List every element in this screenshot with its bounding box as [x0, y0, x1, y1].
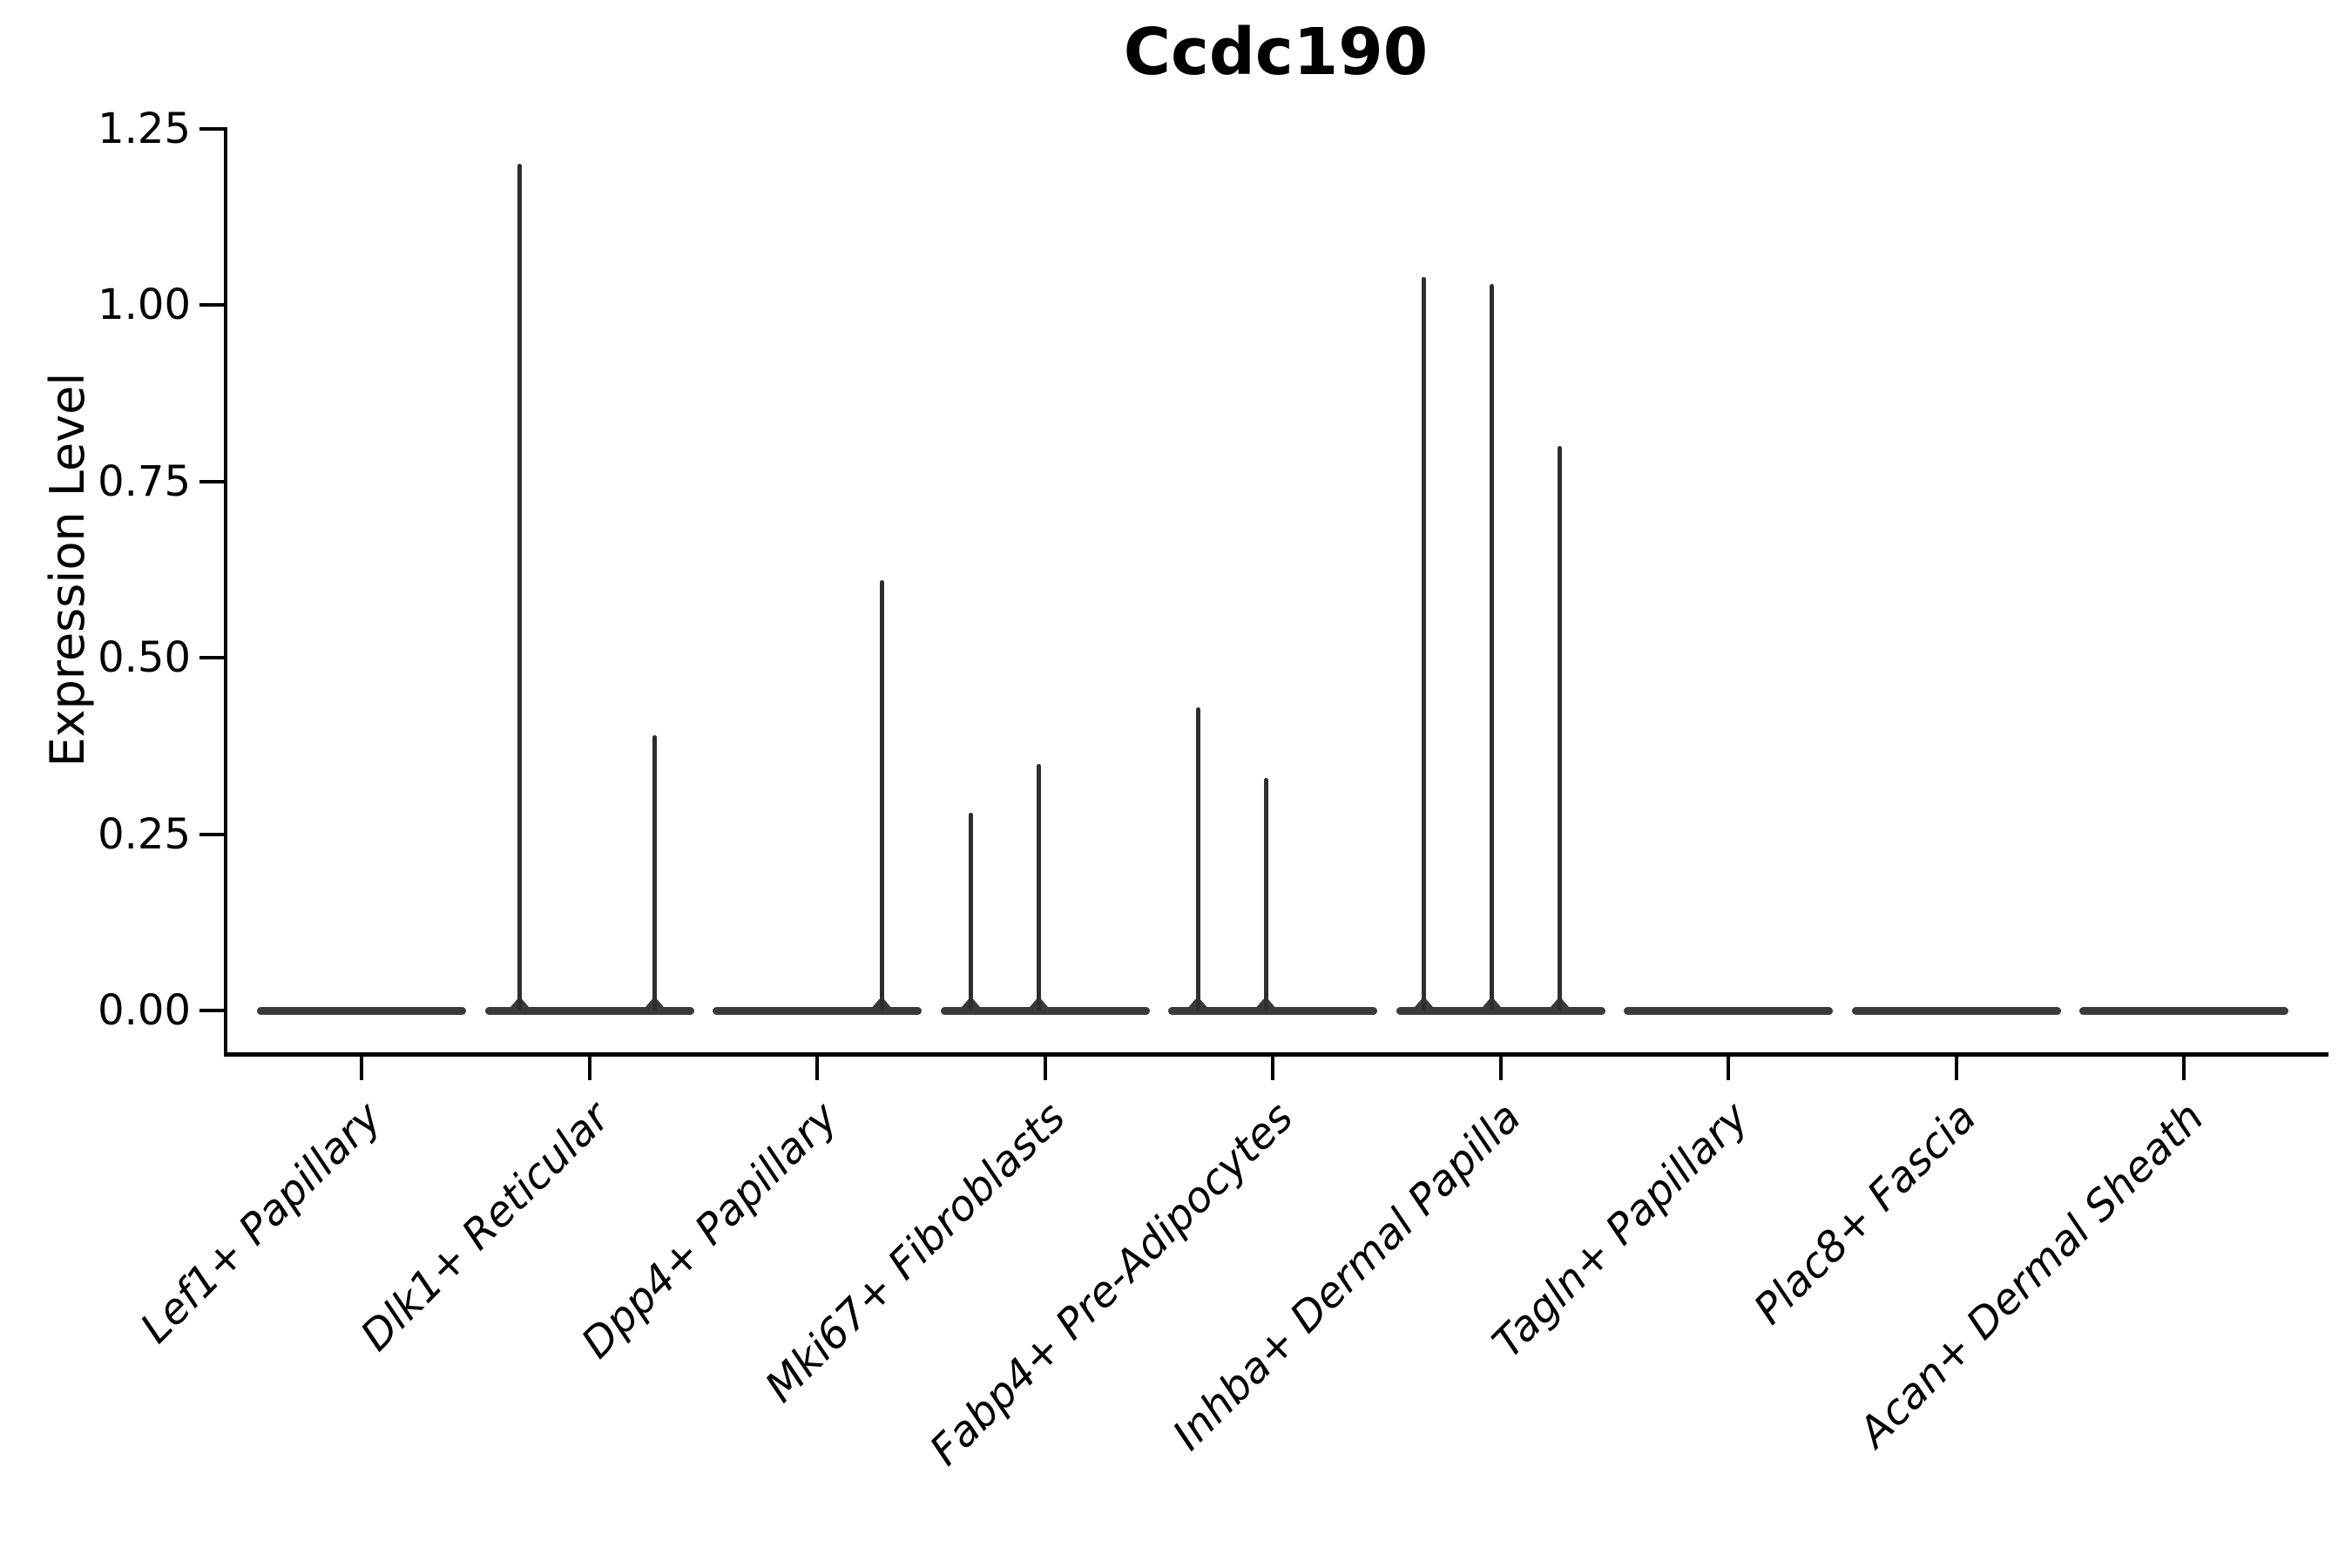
x-tick-mark — [1043, 1057, 1047, 1080]
x-tick-mark — [1271, 1057, 1274, 1080]
expression-spike — [652, 735, 657, 1010]
violin-baseline — [1168, 1006, 1377, 1015]
violin-baseline — [1624, 1006, 1833, 1015]
x-tick-mark — [360, 1057, 363, 1080]
violin-baseline — [940, 1006, 1150, 1015]
x-tick-mark — [1498, 1057, 1503, 1080]
expression-spike — [879, 579, 884, 1010]
y-tick-label: 1.00 — [98, 280, 191, 329]
x-tick-label-text: Tagln+ Papillary — [1483, 1092, 1759, 1368]
y-tick-label: 0.25 — [98, 809, 191, 859]
y-tick-mark — [199, 1009, 224, 1012]
y-tick-label: 1.25 — [98, 104, 191, 153]
y-tick-mark — [199, 656, 224, 659]
expression-spike — [1195, 706, 1200, 1010]
expression-spike — [1263, 777, 1268, 1010]
x-tick-mark — [1954, 1057, 1958, 1080]
x-tick-label-text: Dlk1+ Reticular — [351, 1092, 619, 1361]
y-tick-label: 0.50 — [98, 633, 191, 682]
x-tick-mark — [815, 1057, 819, 1080]
violin-baseline — [1851, 1006, 2061, 1015]
y-tick-mark — [199, 832, 224, 836]
y-tick-mark — [199, 303, 224, 307]
x-tick-label-text: Fabp4+ Pre-Adipocytes — [920, 1092, 1303, 1476]
expression-spike — [517, 164, 522, 1010]
y-axis-label: Expression Level — [40, 372, 95, 767]
x-tick-mark — [1727, 1057, 1730, 1080]
x-axis-spine — [224, 1052, 2328, 1057]
expression-spike — [1037, 763, 1041, 1010]
violin-baseline — [1396, 1006, 1605, 1015]
chart-title: Ccdc190 — [1123, 15, 1429, 90]
expression-spike — [1490, 283, 1494, 1010]
y-tick-label: 0.75 — [98, 456, 191, 506]
y-tick-label: 0.00 — [98, 986, 191, 1035]
violin-baseline — [484, 1006, 694, 1015]
y-tick-mark — [199, 479, 224, 483]
expression-spike — [969, 813, 973, 1010]
x-tick-label-text: Lef1+ Papillary — [132, 1092, 392, 1353]
x-tick-mark — [587, 1057, 591, 1080]
x-tick-label-text: Dpp4+ Papillary — [571, 1092, 848, 1369]
y-tick-mark — [199, 126, 224, 131]
expression-spike — [1422, 276, 1426, 1010]
violin-baseline — [257, 1006, 466, 1015]
x-tick-label-text: Plac8+ Fascia — [1745, 1092, 1986, 1335]
x-tick-mark — [2182, 1057, 2186, 1080]
violin-baseline — [2079, 1006, 2288, 1015]
expression-spike — [1558, 446, 1562, 1010]
y-axis-spine — [224, 127, 227, 1056]
violin-baseline — [713, 1006, 922, 1015]
